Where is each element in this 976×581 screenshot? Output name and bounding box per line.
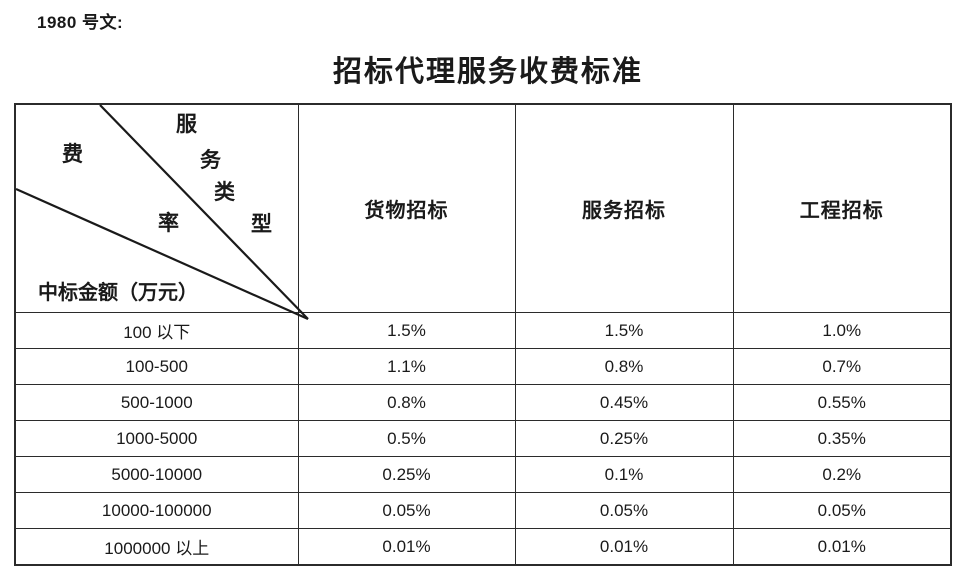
fee-cell: 0.01% (297, 528, 516, 566)
fee-cell: 1.0% (732, 312, 952, 349)
table-row: 100-500 1.1% 0.8% 0.7% (14, 348, 952, 385)
fee-cell: 1.5% (297, 312, 516, 349)
fee-cell: 0.7% (732, 348, 952, 385)
fee-cell: 0.8% (514, 348, 734, 385)
row-label: 5000-10000 (14, 456, 299, 493)
fee-cell: 0.35% (732, 420, 952, 457)
table-row: 100 以下 1.5% 1.5% 1.0% (14, 312, 952, 349)
fee-cell: 0.01% (732, 528, 952, 566)
table-row: 500-1000 0.8% 0.45% 0.55% (14, 384, 952, 421)
corner-label-service-type-char-3: 类 (214, 179, 235, 204)
fee-cell: 0.05% (514, 492, 734, 529)
row-label: 100-500 (14, 348, 299, 385)
corner-label-fee-rate-char-1: 费 (62, 141, 83, 166)
diagonal-corner-cell: 服 务 类 型 费 率 中标金额（万元） (14, 103, 309, 321)
fee-cell: 0.05% (732, 492, 952, 529)
fee-cell: 0.01% (514, 528, 734, 566)
page-title: 招标代理服务收费标准 (332, 54, 643, 88)
fee-cell: 1.1% (297, 348, 516, 385)
table-row: 1000-5000 0.5% 0.25% 0.35% (14, 420, 952, 457)
corner-label-service-type-char-1: 服 (176, 111, 197, 136)
corner-label-service-type-char-2: 务 (200, 147, 221, 172)
fee-cell: 0.5% (297, 420, 516, 457)
fee-cell: 0.2% (732, 456, 952, 493)
fee-cell: 0.25% (297, 456, 516, 493)
fee-cell: 1.5% (514, 312, 734, 349)
row-label: 500-1000 (14, 384, 299, 421)
corner-label-bid-amount: 中标金额（万元） (38, 280, 198, 304)
row-label: 10000-100000 (14, 492, 299, 529)
row-label: 1000000 以上 (14, 528, 299, 566)
fee-cell: 0.8% (297, 384, 516, 421)
table-row: 1000000 以上 0.01% 0.01% 0.01% (14, 528, 952, 566)
table-row: 5000-10000 0.25% 0.1% 0.2% (14, 456, 952, 493)
column-header-goods-bidding: 货物招标 (297, 103, 516, 313)
column-header-works-bidding: 工程招标 (732, 103, 952, 313)
corner-label-fee-rate-char-2: 率 (158, 210, 179, 235)
fee-standard-table: 服 务 类 型 费 率 中标金额（万元） 货物招标 服务招标 工程招标 100 … (14, 103, 952, 566)
document-ref-note: 1980 号文: (37, 13, 124, 32)
column-header-service-bidding: 服务招标 (514, 103, 734, 313)
fee-cell: 0.55% (732, 384, 952, 421)
table-header-row: 服 务 类 型 费 率 中标金额（万元） 货物招标 服务招标 工程招标 (14, 103, 952, 321)
row-label: 100 以下 (14, 312, 299, 349)
table-row: 10000-100000 0.05% 0.05% 0.05% (14, 492, 952, 529)
fee-cell: 0.45% (514, 384, 734, 421)
fee-cell: 0.25% (514, 420, 734, 457)
fee-cell: 0.05% (297, 492, 516, 529)
diagonal-split-lines (15, 104, 309, 321)
fee-cell: 0.1% (514, 456, 734, 493)
row-label: 1000-5000 (14, 420, 299, 457)
corner-label-service-type-char-4: 型 (251, 211, 272, 236)
